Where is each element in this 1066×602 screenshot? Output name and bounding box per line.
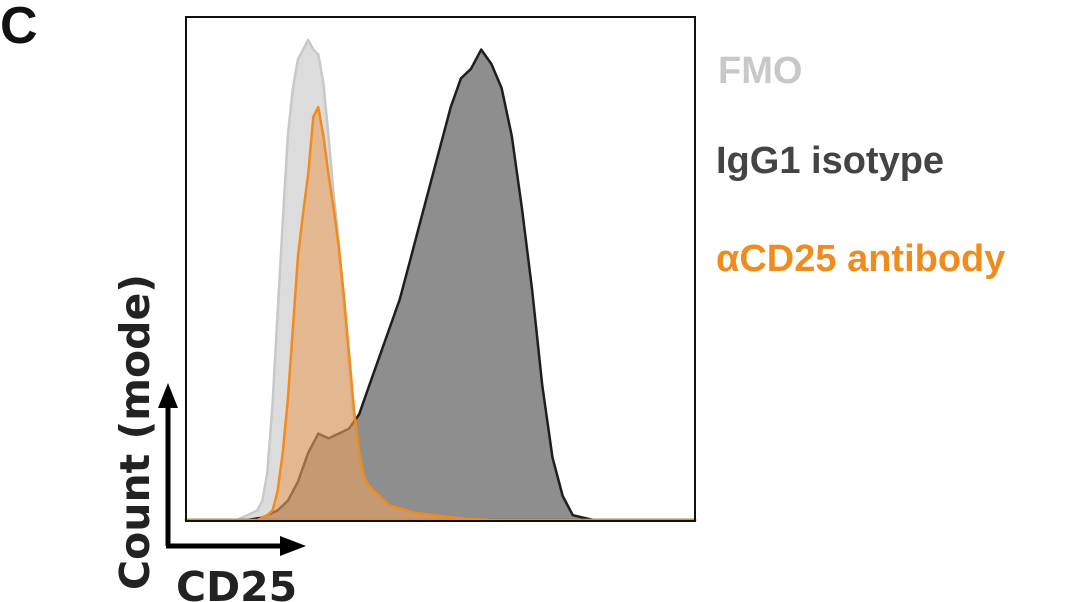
panel-label: C xyxy=(0,0,38,55)
legend-entry-igg1-isotype: IgG1 isotype xyxy=(716,140,945,182)
x-axis-arrowhead xyxy=(280,536,306,556)
series-area-2 xyxy=(184,105,697,522)
x-axis-label: CD25 xyxy=(176,563,297,602)
series-layer xyxy=(184,38,697,522)
series-area-1 xyxy=(184,48,697,522)
plot-frame xyxy=(185,16,696,522)
legend-entry-acd25-antibody: αCD25 antibody xyxy=(716,238,1006,280)
y-axis-arrowhead xyxy=(158,383,178,408)
legend-entry-fmo: FMO xyxy=(718,50,803,92)
y-axis-label: Count (mode) xyxy=(111,274,159,590)
